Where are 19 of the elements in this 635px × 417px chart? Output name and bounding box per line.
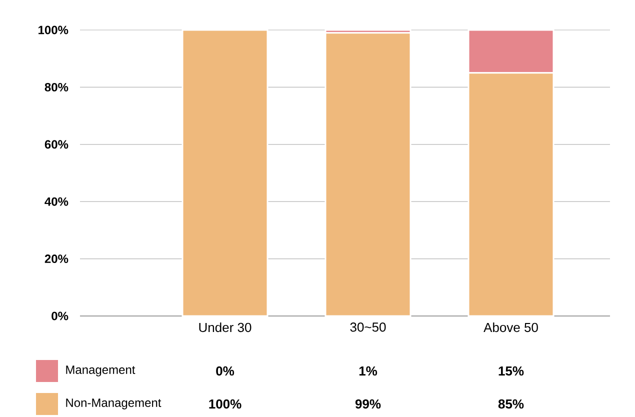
data-label: 99% bbox=[355, 399, 381, 409]
data-label: 15% bbox=[498, 366, 524, 376]
x-tick-label: 30~50 bbox=[350, 322, 386, 332]
y-tick-label: 80% bbox=[44, 82, 68, 92]
y-tick-label: 0% bbox=[52, 312, 68, 320]
bar bbox=[182, 29, 268, 317]
y-tick-label: 20% bbox=[44, 254, 68, 264]
bar bbox=[324, 32, 412, 317]
legend-label: Management bbox=[66, 366, 136, 376]
x-tick-label: Above 50 bbox=[484, 322, 538, 332]
y-tick-label: 60% bbox=[44, 140, 68, 149]
data-label: 0% bbox=[216, 366, 234, 376]
legend-label: Non-Management bbox=[66, 398, 162, 410]
x-tick-label: Under 30 bbox=[199, 322, 252, 332]
y-tick-label: 100% bbox=[38, 26, 68, 34]
data-label: 85% bbox=[498, 399, 524, 409]
y-tick-label: 40% bbox=[44, 197, 68, 206]
data-label: 1% bbox=[359, 366, 378, 376]
data-label: 100% bbox=[209, 399, 242, 409]
